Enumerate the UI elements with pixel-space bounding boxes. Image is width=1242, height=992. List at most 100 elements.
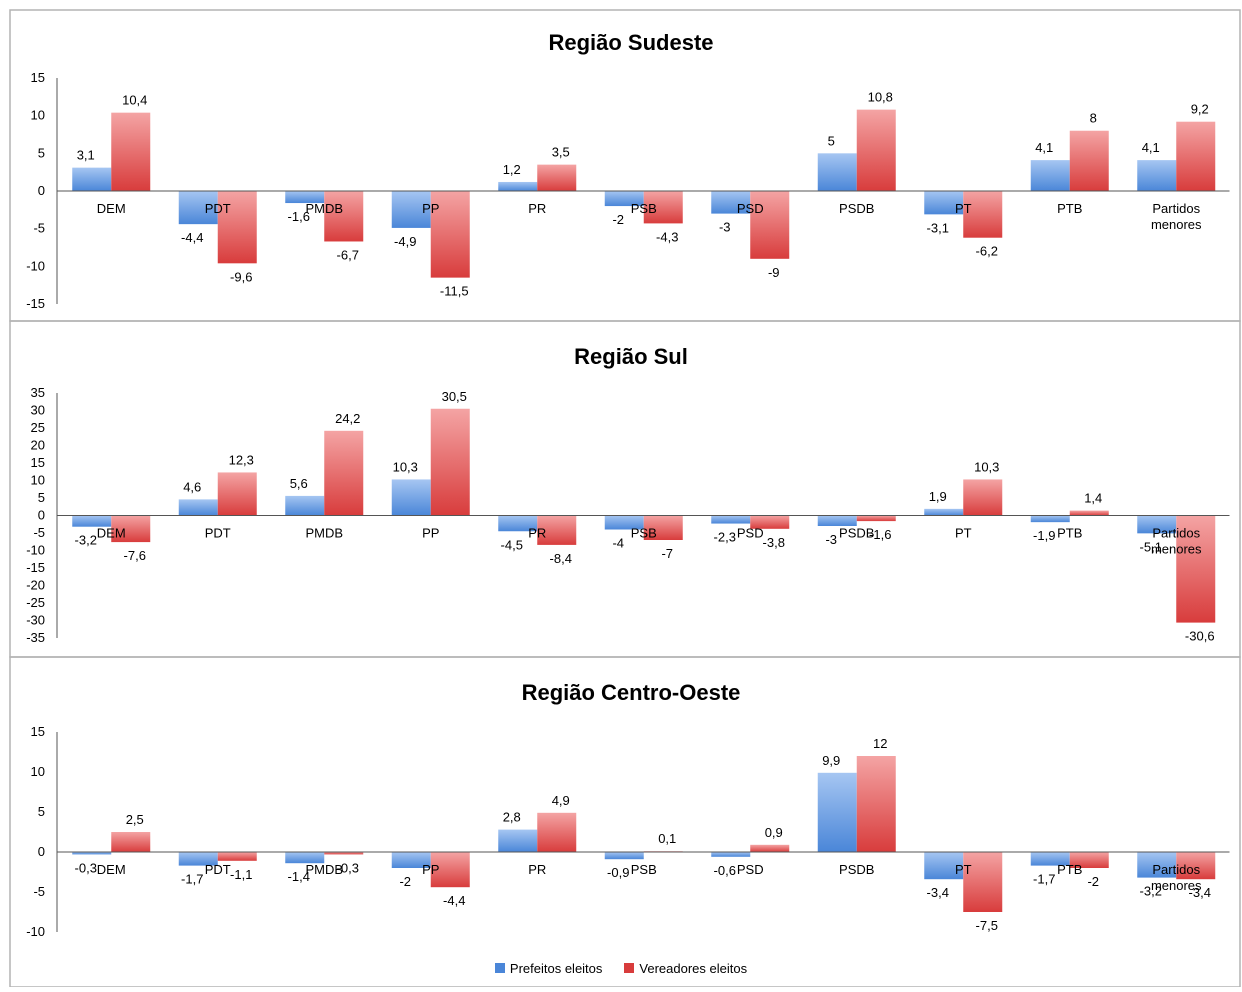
data-label: -3,2 [1140,884,1162,899]
data-label: -3,8 [763,535,785,550]
y-tick-label: -20 [26,578,45,593]
x-tick-label: PP [422,526,439,541]
bar-psdb-vereadores [856,109,896,191]
bar-pr-prefeitos [498,181,538,191]
y-tick-label: -10 [26,258,45,273]
bar-psd-prefeitos [711,515,751,524]
x-tick-label: PSD [737,862,764,877]
bar-psb-prefeitos [604,852,644,860]
x-tick-label: DEM [97,526,126,541]
bar-pdt-prefeitos [178,499,218,516]
data-label: 9,9 [822,753,840,768]
x-tick-label: PMDB [305,862,343,877]
bar-ptb-prefeitos [1030,515,1070,523]
data-label: 1,2 [503,162,521,177]
y-tick-label: 15 [31,70,45,85]
data-label: 10,3 [974,459,999,474]
x-tick-label: PSB [631,201,657,216]
x-tick-label: PP [422,862,439,877]
y-tick-label: 5 [38,804,45,819]
bar-partidos-menores-vereadores [1176,121,1216,191]
data-label: -1,6 [869,527,891,542]
bar-psdb-vereadores [856,756,896,852]
data-label: 12 [873,736,887,751]
data-label: -1,1 [230,867,252,882]
bar-psd-prefeitos [711,191,751,214]
y-tick-label: -5 [33,221,45,236]
y-tick-label: 15 [31,455,45,470]
x-tick-label: DEM [97,862,126,877]
bar-pmdb-vereadores [324,430,364,516]
x-tick-label: PDT [205,862,231,877]
data-label: 5 [828,133,835,148]
bar-pmdb-vereadores [324,191,364,242]
bar-pt-vereadores [963,191,1003,238]
chart-legend: Prefeitos eleitos Vereadores eleitos [0,957,1242,979]
bar-psdb-prefeitos [817,153,857,191]
y-tick-label: -15 [26,296,45,311]
bar-pt-prefeitos [924,508,964,516]
x-tick-label: PT [955,526,972,541]
bar-pt-prefeitos [924,191,964,215]
y-tick-label: 35 [31,385,45,400]
bar-pdt-prefeitos [178,191,218,225]
data-label: 4,1 [1142,140,1160,155]
data-label: -0,3 [337,860,359,875]
data-label: 0,9 [765,825,783,840]
bar-pr-prefeitos [498,829,538,852]
y-tick-label: 25 [31,420,45,435]
x-tick-label: PR [528,526,546,541]
bar-pdt-prefeitos [178,852,218,866]
x-tick-label: PTB [1057,201,1082,216]
data-label: -4 [612,536,624,551]
data-label: -9 [768,265,780,280]
x-tick-label: PSB [631,862,657,877]
x-tick-label: PSDB [839,862,874,877]
data-label: 10,4 [122,93,147,108]
bar-partidos-menores-vereadores [1176,852,1216,880]
data-label: 4,6 [183,479,201,494]
bar-psd-prefeitos [711,852,751,857]
bar-psdb-vereadores [856,515,896,522]
data-label: 3,5 [552,145,570,160]
bar-psb-prefeitos [604,515,644,530]
data-label: -4,9 [394,234,416,249]
data-label: -0,3 [75,860,97,875]
data-label: 1,4 [1084,491,1102,506]
bar-pmdb-prefeitos [285,852,325,864]
data-label: -1,6 [288,209,310,224]
bar-dem-vereadores [111,112,151,191]
data-label: 4,1 [1035,140,1053,155]
y-tick-label: 5 [38,490,45,505]
bar-psdb-prefeitos [817,772,857,852]
bar-pdt-vereadores [217,472,257,516]
chart-panel-2: Região Centro-Oeste 15 10 5 0 -5 -10 DEM PDT PMDB… [9,656,1241,988]
x-tick-label: PSD [737,526,764,541]
bar-partidos-menores-vereadores [1176,515,1216,623]
bar-dem-prefeitos [72,852,112,855]
x-tick-label: PSDB [839,526,874,541]
y-tick-label: 15 [31,724,45,739]
y-tick-label: -15 [26,560,45,575]
data-label: -11,5 [440,284,469,299]
data-label: 8 [1090,111,1097,126]
bar-dem-prefeitos [72,515,112,527]
data-label: -0,6 [714,863,736,878]
data-label: -0,9 [607,865,629,880]
data-label: 4,9 [552,793,570,808]
bar-psd-vereadores [750,191,790,259]
bar-pp-vereadores [430,852,470,888]
chart-panel-1: Região Sul 35 30 25 20 15 10 5 0 -5 -10 -15 -20 -25 -3… [9,320,1241,658]
bar-pt-vereadores [963,852,1003,912]
bar-ptb-vereadores [1069,510,1109,516]
y-tick-label: 0 [38,183,45,198]
y-tick-label: 20 [31,438,45,453]
bar-dem-vereadores [111,515,151,543]
bar-pdt-vereadores [217,191,257,264]
panel-frame [9,656,1241,988]
x-tick-label: PMDB [305,526,343,541]
x-tick-label: PDT [205,526,231,541]
data-label: -7 [661,546,673,561]
x-tick-label: PMDB [305,201,343,216]
data-label: 24,2 [335,411,360,426]
